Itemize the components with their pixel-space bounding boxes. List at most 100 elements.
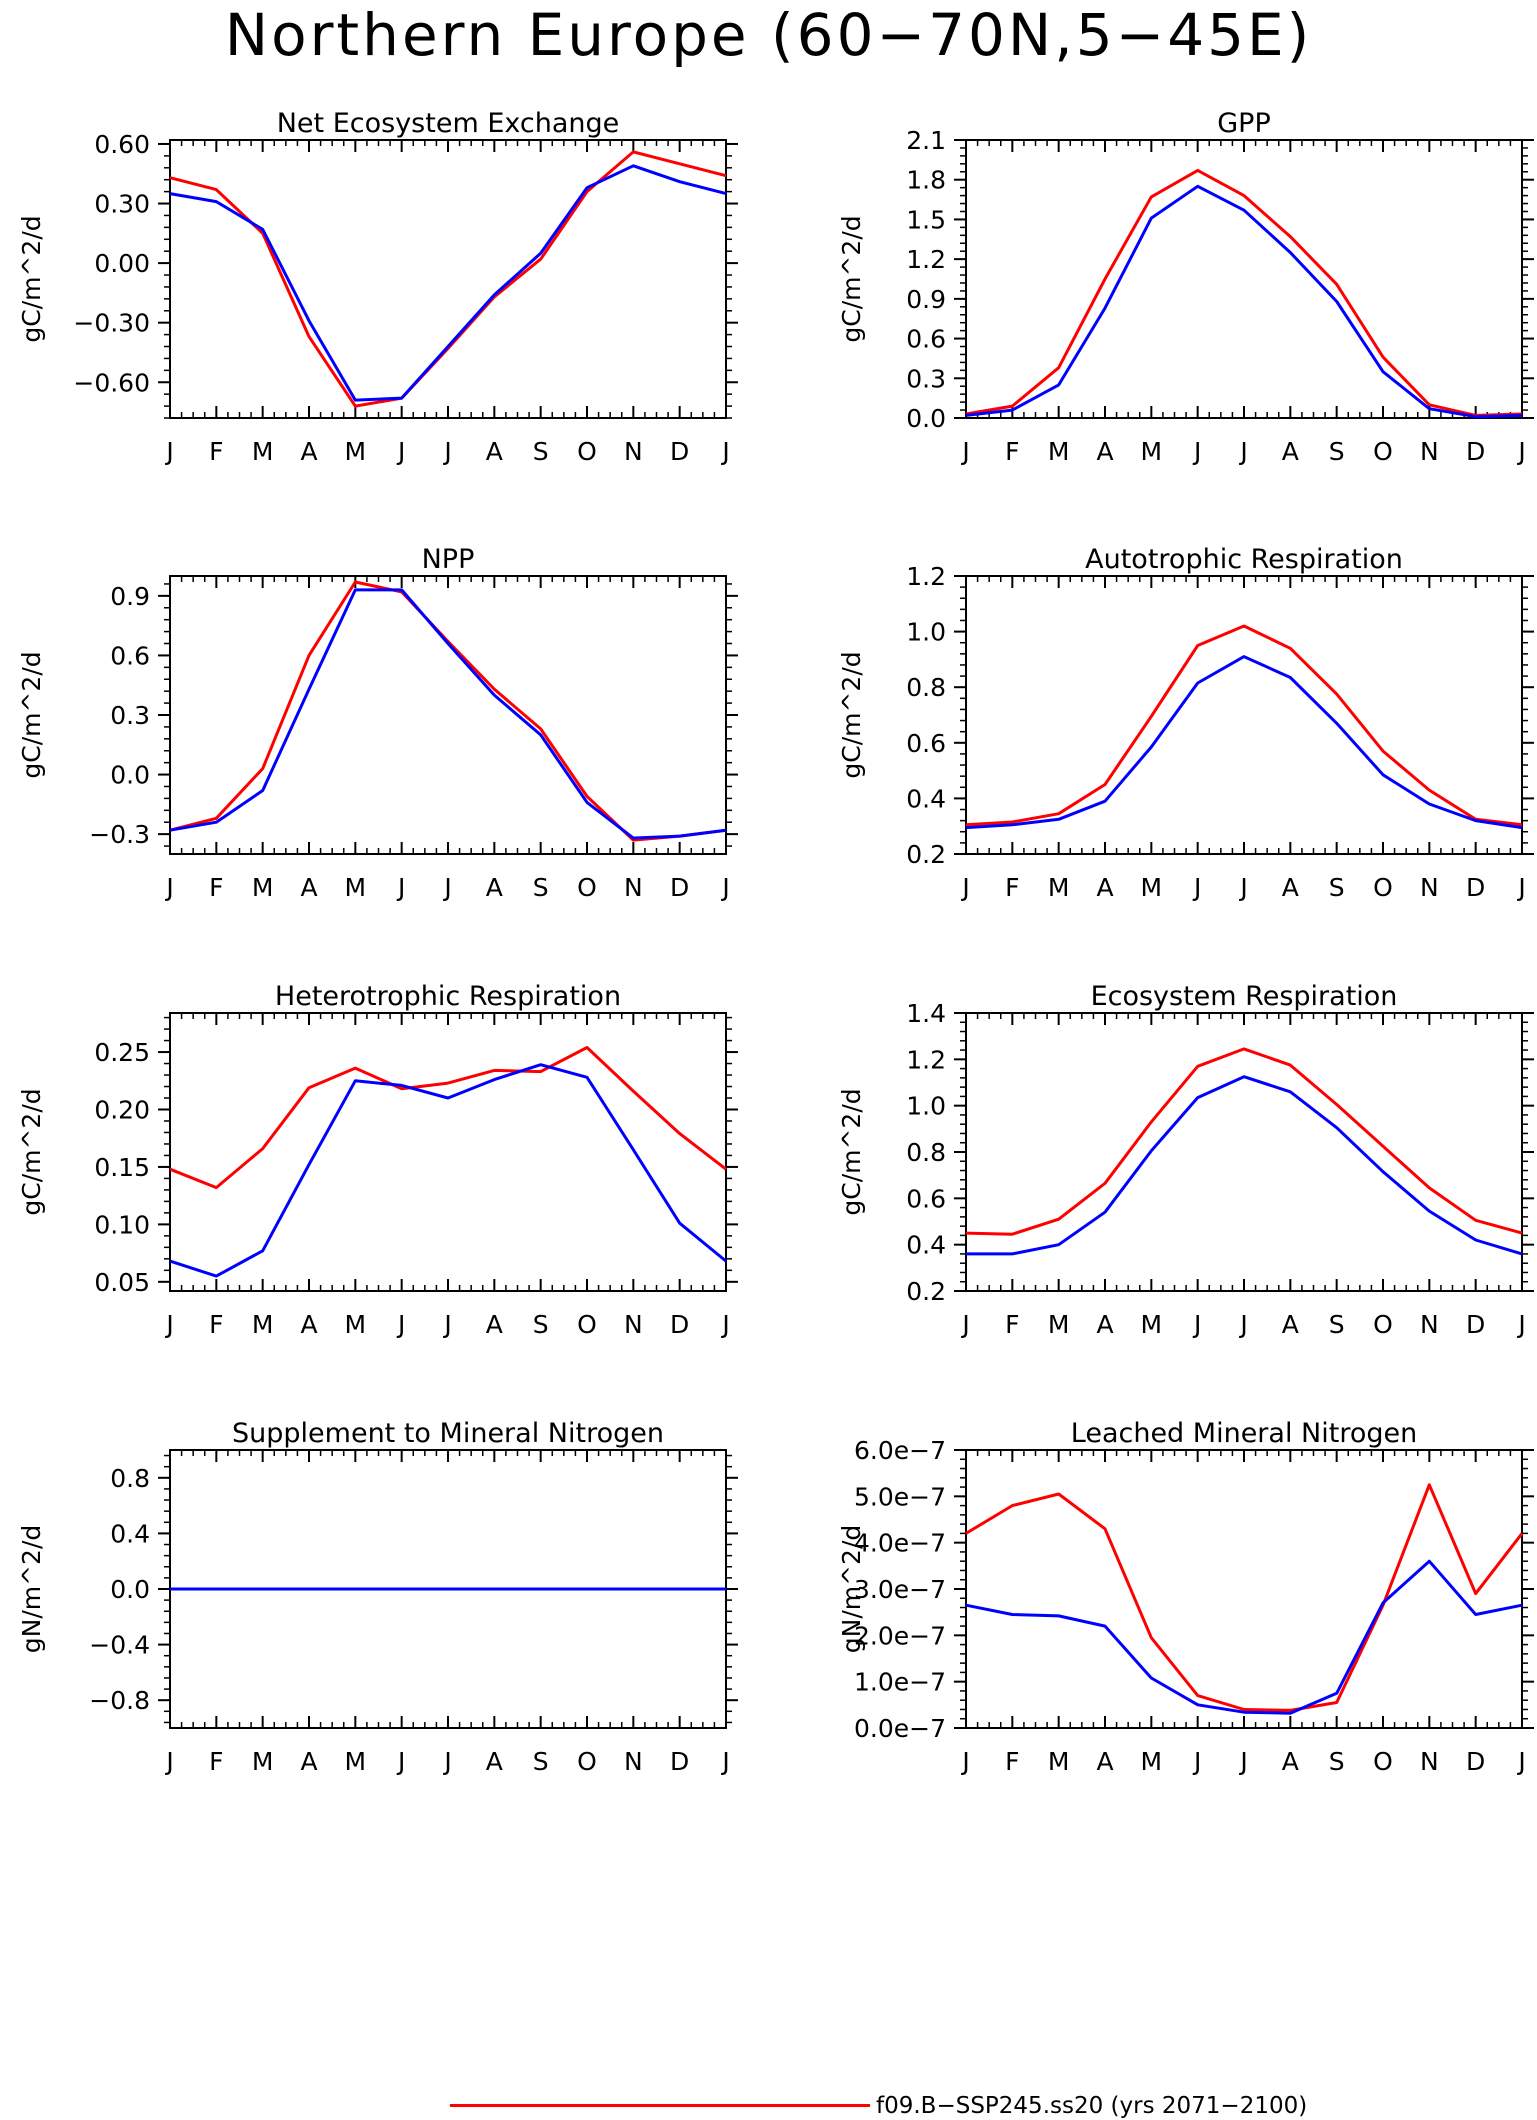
x-tick-label: M <box>1141 1310 1163 1339</box>
y-tick-label: 4.0e−7 <box>854 1529 946 1558</box>
x-tick-label: A <box>1096 437 1113 466</box>
y-tick-label: 0.0e−7 <box>854 1714 946 1743</box>
x-tick-label: J <box>1238 873 1247 902</box>
y-tick-label: −0.8 <box>89 1686 150 1715</box>
x-tick-label: J <box>1192 437 1201 466</box>
x-tick-label: J <box>442 873 451 902</box>
chart-title: Net Ecosystem Exchange <box>277 108 620 139</box>
y-tick-label: −0.4 <box>89 1631 150 1660</box>
y-tick-label: 1.0e−7 <box>854 1668 946 1697</box>
plot-frame <box>965 1012 1523 1292</box>
legend-swatch <box>450 2104 870 2107</box>
x-tick-label: J <box>396 437 405 466</box>
x-tick-label: A <box>1282 873 1299 902</box>
chart-panel: J F M A M J J A S O N D J0.20.40.60.81.01.2Autotroph… <box>837 544 1534 902</box>
y-tick-label: 0.15 <box>94 1153 150 1182</box>
y-tick-label: 0.2 <box>906 840 946 869</box>
y-axis-label: gC/m^2/d <box>837 651 866 778</box>
x-tick-label: N <box>1420 1310 1439 1339</box>
x-tick-label: J <box>1516 1747 1525 1776</box>
x-tick-label: N <box>624 1747 643 1776</box>
x-tick-label: A <box>1282 437 1299 466</box>
x-tick-label: A <box>300 1747 317 1776</box>
x-tick-label: M <box>1048 437 1070 466</box>
x-tick-label: F <box>209 437 223 466</box>
x-tick-label: S <box>1329 873 1345 902</box>
y-axis-label: gN/m^2/d <box>17 1525 46 1654</box>
x-tick-label: J <box>396 1310 405 1339</box>
y-tick-label: 0.2 <box>906 1277 946 1306</box>
x-tick-label: J <box>960 1310 969 1339</box>
x-tick-label: D <box>1466 437 1485 466</box>
plot-frame <box>965 575 1523 855</box>
x-tick-label: F <box>209 1747 223 1776</box>
series-line <box>965 624 1523 827</box>
y-tick-label: −0.60 <box>73 368 150 397</box>
x-tick-label: J <box>396 1747 405 1776</box>
series-line <box>966 1075 1523 1256</box>
chart-title: Heterotrophic Respiration <box>275 981 621 1012</box>
x-tick-label: D <box>1466 873 1485 902</box>
y-tick-label: 1.2 <box>906 562 946 591</box>
y-tick-label: 0.25 <box>94 1038 150 1067</box>
y-tick-label: 0.8 <box>906 1138 946 1167</box>
y-tick-label: 0.0 <box>110 1575 150 1604</box>
x-tick-label: J <box>1192 1310 1201 1339</box>
plot-frame <box>169 139 727 419</box>
y-tick-label: 2.0e−7 <box>854 1621 946 1650</box>
x-tick-label: O <box>1373 1747 1393 1776</box>
y-tick-label: 0.00 <box>94 249 150 278</box>
x-tick-label: S <box>533 1747 549 1776</box>
y-tick-label: 0.3 <box>110 701 150 730</box>
y-tick-label: 0.4 <box>906 1231 946 1260</box>
series-line <box>965 655 1523 830</box>
y-axis-label: gC/m^2/d <box>837 1088 866 1215</box>
x-tick-label: J <box>442 1310 451 1339</box>
y-tick-label: 0.60 <box>94 130 150 159</box>
x-tick-label: J <box>442 1747 451 1776</box>
x-tick-label: M <box>345 1747 367 1776</box>
x-tick-label: N <box>624 1310 643 1339</box>
chart-title: Supplement to Mineral Nitrogen <box>232 1418 664 1449</box>
x-tick-label: D <box>670 873 689 902</box>
x-tick-label: S <box>1329 1310 1345 1339</box>
y-axis-label: gN/m^2/d <box>837 1525 866 1654</box>
x-tick-label: O <box>1373 873 1393 902</box>
x-tick-label: M <box>1141 437 1163 466</box>
x-tick-label: J <box>960 1747 969 1776</box>
x-tick-label: F <box>209 1310 223 1339</box>
x-tick-label: J <box>396 873 405 902</box>
x-tick-label: M <box>252 1310 274 1339</box>
y-tick-label: 0.05 <box>94 1268 150 1297</box>
x-tick-label: J <box>720 873 729 902</box>
chart-title: GPP <box>1217 108 1271 139</box>
y-tick-label: 0.4 <box>906 784 946 813</box>
x-tick-label: J <box>1192 1747 1201 1776</box>
x-tick-label: A <box>486 437 503 466</box>
series-line <box>169 164 727 402</box>
chart-title: Autotrophic Respiration <box>1085 544 1403 575</box>
y-tick-label: 1.4 <box>906 999 946 1028</box>
y-axis-label: gC/m^2/d <box>17 651 46 778</box>
x-tick-label: N <box>1420 873 1439 902</box>
x-tick-label: J <box>1238 437 1247 466</box>
x-tick-label: O <box>577 1310 597 1339</box>
y-tick-label: 1.5 <box>906 205 946 234</box>
y-tick-label: 3.0e−7 <box>854 1575 946 1604</box>
x-tick-label: J <box>442 437 451 466</box>
y-axis-label: gC/m^2/d <box>17 215 46 342</box>
y-tick-label: 0.10 <box>94 1210 150 1239</box>
series-line <box>965 1047 1523 1236</box>
x-tick-label: M <box>1048 1747 1070 1776</box>
x-tick-label: S <box>533 1310 549 1339</box>
series-line <box>965 168 1523 417</box>
y-axis-label: gC/m^2/d <box>837 215 866 342</box>
x-tick-label: A <box>1282 1747 1299 1776</box>
y-tick-label: 0.0 <box>906 404 946 433</box>
series-line <box>169 1063 727 1278</box>
series-line <box>169 1046 727 1190</box>
x-tick-label: N <box>624 437 643 466</box>
x-tick-label: F <box>209 873 223 902</box>
